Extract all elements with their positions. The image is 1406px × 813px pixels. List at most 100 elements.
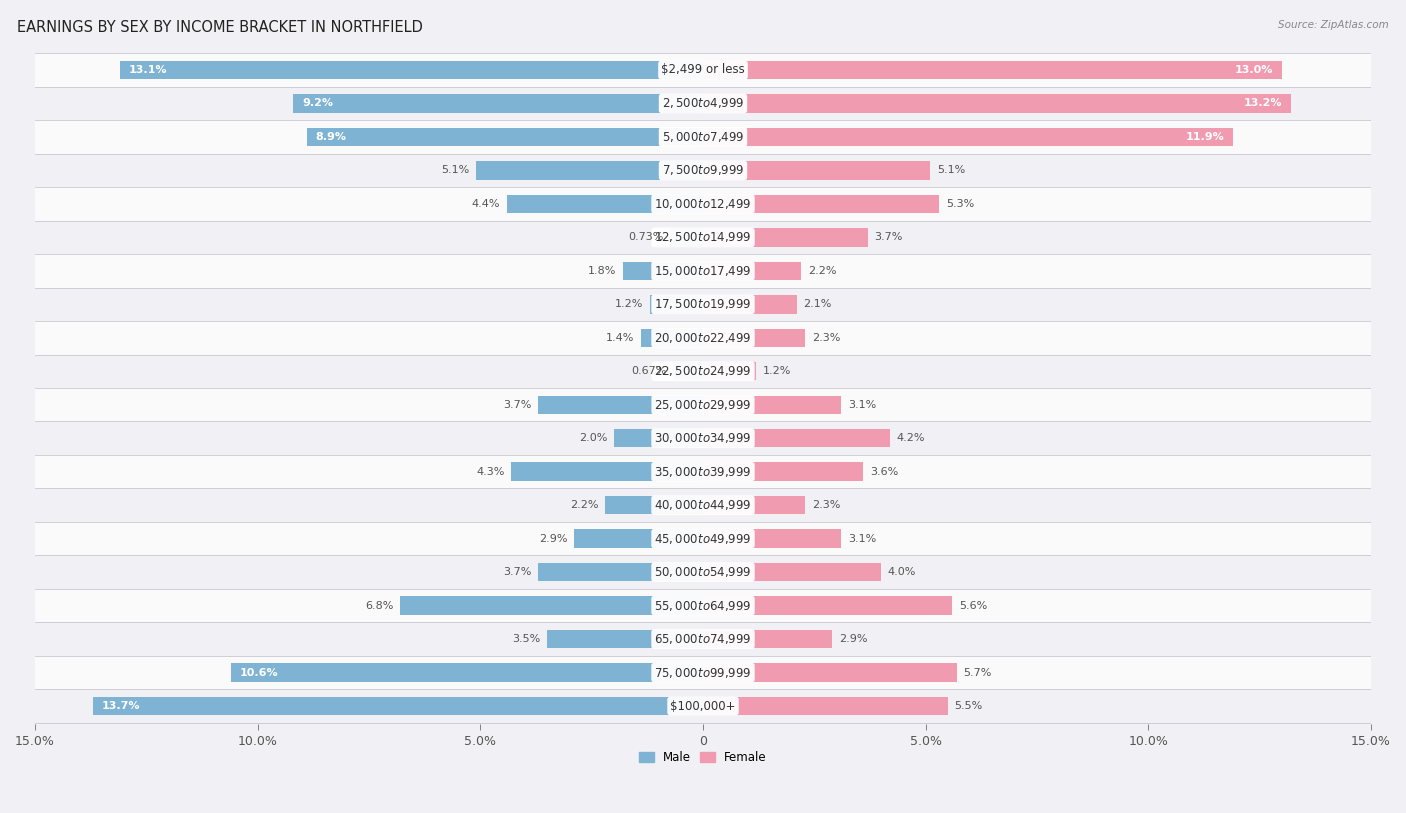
Bar [35,187,1371,220]
Text: 2.2%: 2.2% [807,266,837,276]
Text: 5.3%: 5.3% [946,199,974,209]
Bar [671,228,703,246]
Text: 0.73%: 0.73% [628,233,664,242]
Text: $30,000 to $34,999: $30,000 to $34,999 [654,431,752,446]
Text: 5.1%: 5.1% [936,165,965,176]
Text: $12,500 to $14,999: $12,500 to $14,999 [654,230,752,245]
Text: $10,000 to $12,499: $10,000 to $12,499 [654,197,752,211]
Bar [307,128,703,146]
Text: EARNINGS BY SEX BY INCOME BRACKET IN NORTHFIELD: EARNINGS BY SEX BY INCOME BRACKET IN NOR… [17,20,423,35]
Bar [703,328,806,347]
Text: 6.8%: 6.8% [366,601,394,611]
Bar [703,362,756,380]
Text: 2.9%: 2.9% [538,533,567,544]
Bar [35,220,1371,254]
Bar [35,354,1371,388]
Text: 0.67%: 0.67% [631,367,666,376]
Text: $25,000 to $29,999: $25,000 to $29,999 [654,398,752,411]
Text: 3.7%: 3.7% [875,233,903,242]
Text: $75,000 to $99,999: $75,000 to $99,999 [654,666,752,680]
Text: 2.3%: 2.3% [813,333,841,343]
Bar [703,161,931,180]
Text: $65,000 to $74,999: $65,000 to $74,999 [654,632,752,646]
Bar [35,87,1371,120]
Bar [35,154,1371,187]
Text: 13.2%: 13.2% [1243,98,1282,108]
Bar [93,697,703,715]
Text: 3.1%: 3.1% [848,400,876,410]
Bar [35,522,1371,555]
Text: 3.6%: 3.6% [870,467,898,476]
Bar [547,630,703,648]
Text: $55,000 to $64,999: $55,000 to $64,999 [654,598,752,613]
Bar [35,656,1371,689]
Bar [703,396,841,414]
Bar [673,362,703,380]
Text: $5,000 to $7,499: $5,000 to $7,499 [662,130,744,144]
Text: 13.1%: 13.1% [128,65,167,75]
Bar [703,563,882,581]
Bar [703,496,806,515]
Bar [35,54,1371,87]
Bar [35,120,1371,154]
Bar [35,689,1371,723]
Bar [35,321,1371,354]
Text: 13.0%: 13.0% [1234,65,1272,75]
Text: 2.3%: 2.3% [813,500,841,511]
Bar [703,597,952,615]
Bar [294,94,703,113]
Text: $2,499 or less: $2,499 or less [661,63,745,76]
Text: 3.7%: 3.7% [503,400,531,410]
Bar [703,697,948,715]
Bar [703,128,1233,146]
Text: Source: ZipAtlas.com: Source: ZipAtlas.com [1278,20,1389,30]
Text: $45,000 to $49,999: $45,000 to $49,999 [654,532,752,546]
Text: $20,000 to $22,499: $20,000 to $22,499 [654,331,752,345]
Text: $40,000 to $44,999: $40,000 to $44,999 [654,498,752,512]
Text: 4.3%: 4.3% [477,467,505,476]
Bar [35,455,1371,489]
Bar [650,295,703,314]
Text: 2.0%: 2.0% [579,433,607,443]
Text: 2.9%: 2.9% [839,634,868,644]
Text: $22,500 to $24,999: $22,500 to $24,999 [654,364,752,378]
Bar [475,161,703,180]
Text: 2.1%: 2.1% [803,299,831,309]
Bar [35,555,1371,589]
Bar [703,663,957,682]
Text: 9.2%: 9.2% [302,98,333,108]
Text: $100,000+: $100,000+ [671,699,735,712]
Text: 1.2%: 1.2% [614,299,643,309]
Bar [605,496,703,515]
Bar [35,589,1371,622]
Text: $7,500 to $9,999: $7,500 to $9,999 [662,163,744,177]
Text: 1.2%: 1.2% [763,367,792,376]
Bar [538,563,703,581]
Text: 2.2%: 2.2% [569,500,599,511]
Text: 5.7%: 5.7% [963,667,991,677]
Bar [703,194,939,213]
Bar [35,421,1371,455]
Bar [574,529,703,548]
Bar [538,396,703,414]
Text: 4.0%: 4.0% [887,567,917,577]
Text: 13.7%: 13.7% [101,701,141,711]
Text: 5.6%: 5.6% [959,601,987,611]
Bar [703,463,863,481]
Bar [35,254,1371,288]
Text: 1.4%: 1.4% [606,333,634,343]
Text: 4.2%: 4.2% [897,433,925,443]
Bar [641,328,703,347]
Bar [703,630,832,648]
Bar [703,228,868,246]
Bar [35,388,1371,421]
Text: 4.4%: 4.4% [472,199,501,209]
Text: 5.1%: 5.1% [441,165,470,176]
Bar [703,262,801,280]
Text: 3.5%: 3.5% [512,634,540,644]
Text: 10.6%: 10.6% [240,667,278,677]
Bar [623,262,703,280]
Legend: Male, Female: Male, Female [634,746,772,769]
Bar [35,489,1371,522]
Text: 3.7%: 3.7% [503,567,531,577]
